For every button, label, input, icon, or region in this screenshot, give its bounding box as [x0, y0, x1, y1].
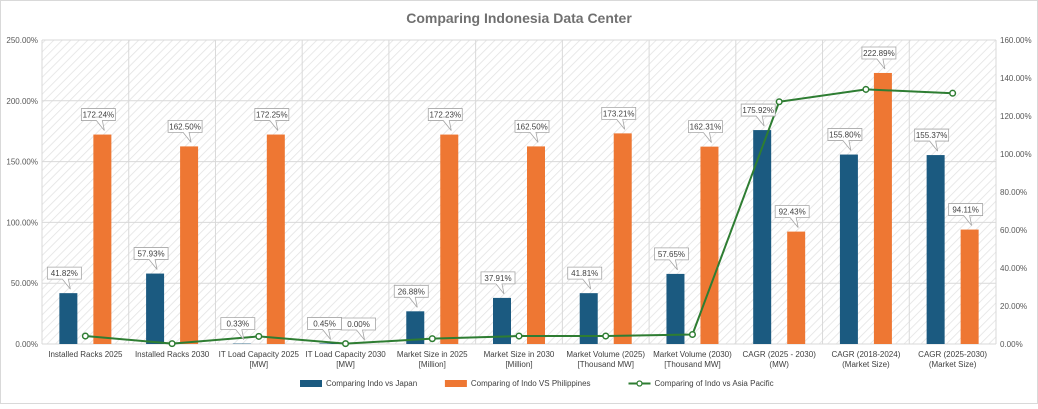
- x-tick-label: IT Load Capacity 2025: [219, 350, 300, 359]
- data-label-text: 94.11%: [952, 206, 979, 215]
- legend-item: Comparing of Indo VS Philippines: [445, 379, 591, 388]
- bar-philippines: [527, 146, 545, 344]
- line-point: [863, 87, 869, 93]
- y-left-tick-label: 200.00%: [6, 97, 38, 106]
- data-label-text: 162.31%: [690, 123, 722, 132]
- bar-philippines: [614, 133, 632, 344]
- data-label-text: 0.33%: [226, 320, 249, 329]
- data-label-text: 175.92%: [742, 106, 774, 115]
- x-tick-label: CAGR (2018-2024): [831, 350, 900, 359]
- data-label-text: 155.37%: [916, 131, 948, 140]
- y-right-tick-label: 20.00%: [1000, 302, 1027, 311]
- x-tick-label: CAGR (2025 - 2030): [742, 350, 816, 359]
- y-left-tick-label: 50.00%: [11, 279, 38, 288]
- legend-label: Comparing of Indo vs Asia Pacific: [655, 379, 774, 388]
- data-label-text: 0.45%: [313, 319, 336, 328]
- x-tick-label: [MW]: [249, 360, 268, 369]
- legend-label: Comparing of Indo VS Philippines: [471, 379, 591, 388]
- x-tick-label: Market Volume (2025): [566, 350, 645, 359]
- legend-item: Comparing Indo vs Japan: [300, 379, 417, 388]
- y-right-tick-label: 40.00%: [1000, 264, 1027, 273]
- bar-philippines: [93, 135, 111, 344]
- bar-philippines: [180, 146, 198, 344]
- x-tick-label: Market Volume (2030): [653, 350, 732, 359]
- y-left-tick-label: 100.00%: [6, 218, 38, 227]
- legend-label: Comparing Indo vs Japan: [326, 379, 417, 388]
- line-point: [343, 341, 349, 347]
- data-label-text: 222.89%: [863, 49, 895, 58]
- y-right-tick-label: 140.00%: [1000, 74, 1032, 83]
- line-point: [776, 99, 782, 105]
- x-tick-label: Installed Racks 2030: [135, 350, 210, 359]
- line-point: [169, 341, 175, 347]
- data-label-text: 162.50%: [516, 122, 548, 131]
- legend-marker: [637, 381, 642, 386]
- y-right-tick-label: 100.00%: [1000, 150, 1032, 159]
- data-label-text: 57.93%: [138, 250, 165, 259]
- x-tick-label: Market Size in 2025: [397, 350, 468, 359]
- legend-swatch: [445, 380, 467, 387]
- data-label-text: 162.50%: [169, 122, 201, 131]
- bar-japan: [927, 155, 945, 344]
- bar-philippines: [961, 230, 979, 344]
- data-label-text: 0.00%: [347, 320, 370, 329]
- data-label-text: 26.88%: [398, 287, 425, 296]
- bar-japan: [840, 155, 858, 344]
- line-point: [516, 333, 522, 339]
- x-tick-label: [Million]: [505, 360, 532, 369]
- data-label-text: 41.82%: [51, 269, 78, 278]
- y-right-tick-label: 160.00%: [1000, 36, 1032, 45]
- y-right-tick-label: 120.00%: [1000, 112, 1032, 121]
- line-point: [256, 334, 262, 340]
- bar-japan: [146, 274, 164, 344]
- y-left-tick-label: 0.00%: [15, 340, 38, 349]
- y-right-tick-label: 80.00%: [1000, 188, 1027, 197]
- bar-philippines: [787, 232, 805, 344]
- x-tick-label: CAGR (2025-2030): [918, 350, 987, 359]
- bar-japan: [666, 274, 684, 344]
- bar-japan: [59, 293, 77, 344]
- data-label-text: 57.65%: [658, 250, 685, 259]
- x-tick-label: [Million]: [419, 360, 446, 369]
- legend-swatch: [300, 380, 322, 387]
- line-point: [690, 332, 696, 338]
- data-label-text: 173.21%: [603, 109, 635, 118]
- x-tick-label: Market Size in 2030: [484, 350, 555, 359]
- x-tick-label: [Thousand MW]: [664, 360, 720, 369]
- x-tick-label: Installed Racks 2025: [48, 350, 123, 359]
- line-point: [950, 90, 956, 96]
- data-label-text: 92.43%: [779, 208, 806, 217]
- line-point: [603, 333, 609, 339]
- y-right-tick-label: 60.00%: [1000, 226, 1027, 235]
- chart-title: Comparing Indonesia Data Center: [406, 10, 632, 26]
- data-label-text: 172.24%: [83, 111, 115, 120]
- data-label-text: 37.91%: [484, 274, 511, 283]
- line-point: [429, 336, 435, 342]
- data-label-text: 172.23%: [429, 111, 461, 120]
- line-point: [83, 333, 89, 339]
- bar-philippines: [267, 135, 285, 344]
- x-tick-label: (Market Size): [929, 360, 977, 369]
- bar-philippines: [440, 135, 458, 344]
- data-label-text: 155.80%: [829, 131, 861, 140]
- x-tick-label: IT Load Capacity 2030: [305, 350, 386, 359]
- bar-philippines: [700, 147, 718, 344]
- x-tick-label: (Market Size): [842, 360, 890, 369]
- data-label-text: 172.25%: [256, 111, 288, 120]
- bar-philippines: [874, 73, 892, 344]
- x-tick-label: [Thousand MW]: [577, 360, 633, 369]
- x-tick-label: [MW]: [336, 360, 355, 369]
- x-tick-label: (MW): [769, 360, 789, 369]
- data-label-text: 41.81%: [571, 269, 598, 278]
- y-right-tick-label: 0.00%: [1000, 340, 1023, 349]
- y-left-tick-label: 250.00%: [6, 36, 38, 45]
- y-left-tick-label: 150.00%: [6, 158, 38, 167]
